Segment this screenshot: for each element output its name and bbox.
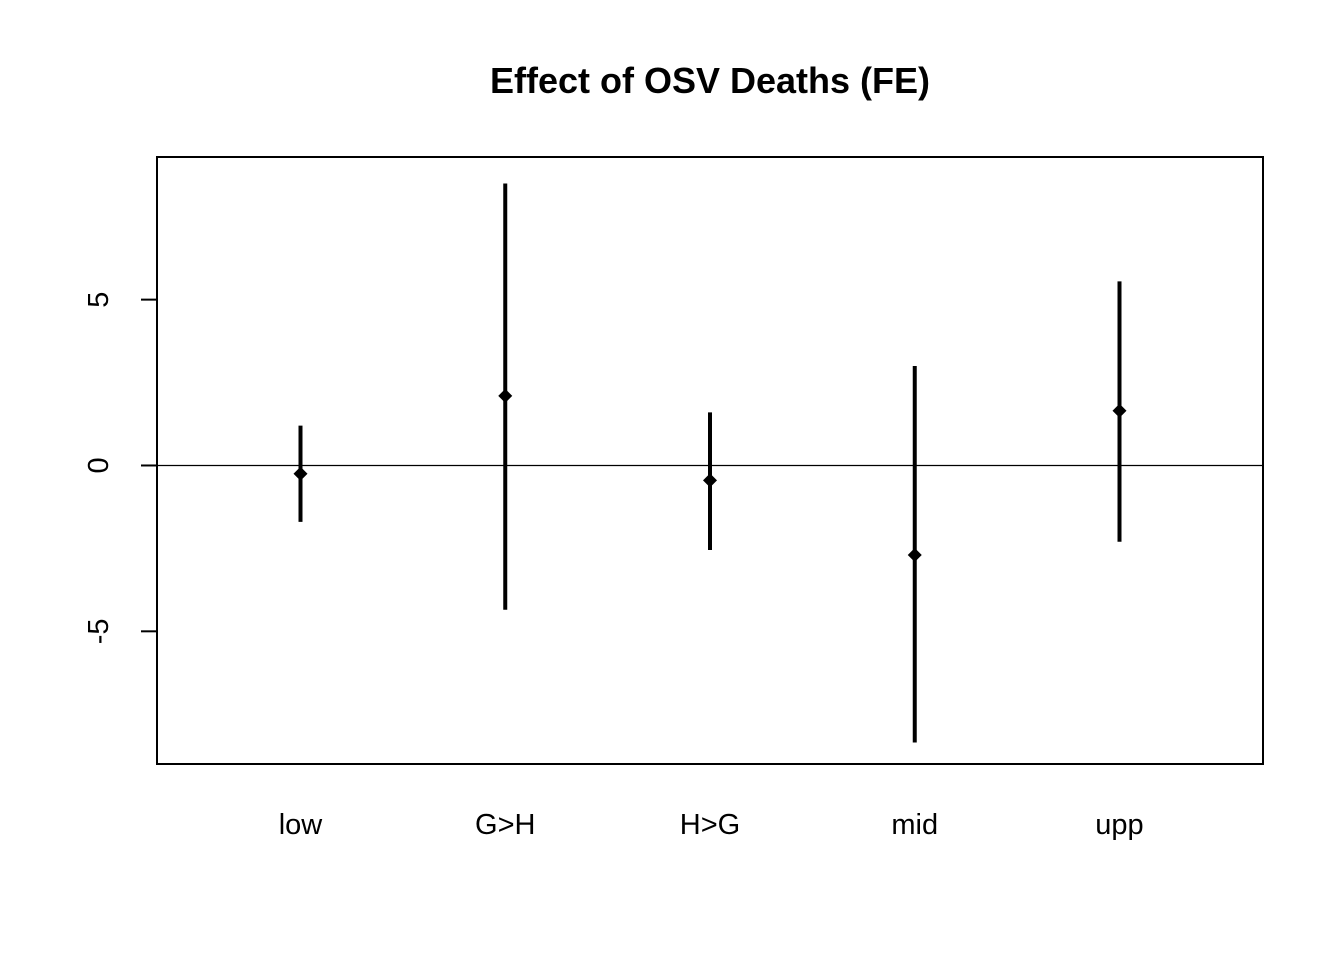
chart-title: Effect of OSV Deaths (FE) [490,60,930,101]
x-category-label: H>G [680,809,740,841]
y-tick-label: 0 [83,457,115,473]
point-estimate-4 [1112,403,1127,418]
x-category-label: upp [1095,809,1143,841]
x-category-label: mid [891,809,938,841]
x-axis-labels: low G>H H>G mid upp [279,809,1144,841]
y-tick-label: -5 [83,618,115,644]
point-estimate-1 [498,388,513,403]
errorbar-layer [293,183,1127,743]
y-tick-label: 5 [83,292,115,308]
y-axis: -5 0 5 [83,292,157,644]
point-estimate-3 [907,548,922,563]
x-category-label: low [279,809,324,841]
x-category-label: G>H [475,809,535,841]
plot-frame [156,156,1264,765]
point-estimate-0 [293,466,308,481]
point-estimate-2 [703,473,717,488]
